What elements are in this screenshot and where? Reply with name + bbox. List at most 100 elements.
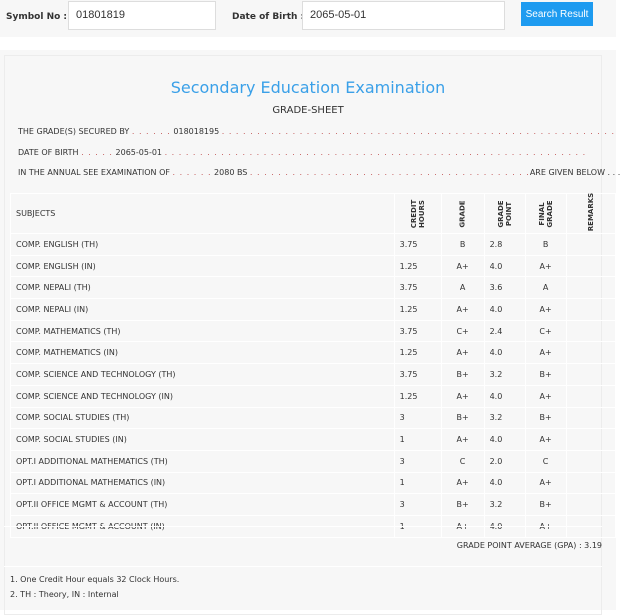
- cell-grade: B+: [440, 406, 485, 430]
- dob-line-value: 2065-05-01: [115, 148, 163, 157]
- cell-final-grade: A+: [524, 298, 567, 321]
- dob-input[interactable]: 2065-05-01: [302, 1, 505, 30]
- cell-grade-point: 4.0: [483, 428, 526, 451]
- table-row: COMP. SOCIAL STUDIES (TH) 3 B+ 3.2 B+: [10, 406, 617, 430]
- cell-credit-hours: 3: [393, 406, 442, 430]
- cell-remarks: [565, 276, 617, 300]
- cell-final-grade: C: [524, 449, 567, 473]
- cell-grade: B+: [440, 363, 485, 386]
- cell-credit-hours: 3: [393, 449, 442, 473]
- header-final-grade: FINAL GRADE: [537, 199, 554, 228]
- cell-grade-point: 4.0: [483, 254, 526, 278]
- table-header: SUBJECTS CREDIT HOURS GRADE GRADE POINT …: [10, 192, 617, 234]
- cell-subject: COMP. SOCIAL STUDIES (IN): [10, 428, 395, 451]
- secured-value: 018018195: [173, 127, 220, 136]
- symbol-label: Symbol No :: [6, 12, 68, 22]
- header-credit-hours: CREDIT HOURS: [409, 199, 426, 228]
- cell-remarks: [565, 233, 617, 256]
- cell-remarks: [565, 319, 617, 343]
- cell-final-grade: B+: [524, 493, 567, 516]
- cell-grade-point: 4.0: [483, 384, 526, 408]
- cell-credit-hours: 3.75: [393, 276, 442, 300]
- cell-grade: A+: [440, 428, 485, 451]
- table-row: OPT.I ADDITIONAL MATHEMATICS (TH) 3 C 2.0 C: [10, 449, 617, 473]
- cell-remarks: [565, 298, 617, 321]
- dob-line: DATE OF BIRTH . . . . . 2065-05-01 . . .…: [18, 148, 587, 157]
- cell-final-grade: A+: [524, 384, 567, 408]
- cell-subject: OPT.I ADDITIONAL MATHEMATICS (TH): [10, 449, 395, 473]
- table-row: COMP. SOCIAL STUDIES (IN) 1 A+ 4.0 A+: [10, 428, 617, 451]
- cell-grade-point: 2.0: [483, 449, 526, 473]
- note: 1. One Credit Hour equals 32 Clock Hours…: [10, 575, 180, 584]
- cell-grade: A: [440, 276, 485, 300]
- cell-remarks: [565, 471, 617, 495]
- cell-remarks: [565, 406, 617, 430]
- table-row: COMP. ENGLISH (IN) 1.25 A+ 4.0 A+: [10, 254, 617, 278]
- table-row: OPT.I ADDITIONAL MATHEMATICS (IN) 1 A+ 4.0 A…: [10, 471, 617, 495]
- cell-subject: COMP. MATHEMATICS (TH): [10, 319, 395, 343]
- cell-grade: A+: [440, 341, 485, 365]
- cell-subject: COMP. ENGLISH (IN): [10, 254, 395, 278]
- cell-credit-hours: 1.25: [393, 341, 442, 365]
- cell-grade: B+: [440, 493, 485, 516]
- cell-grade-point: 3.6: [483, 276, 526, 300]
- cell-subject: COMP. SCIENCE AND TECHNOLOGY (IN): [10, 384, 395, 408]
- cell-subject: COMP. SCIENCE AND TECHNOLOGY (TH): [10, 363, 395, 386]
- cell-final-grade: A: [524, 276, 567, 300]
- note: 2. TH : Theory, IN : Internal: [10, 590, 119, 599]
- cell-grade-point: 3.2: [483, 493, 526, 516]
- exam-value: 2080 BS: [214, 168, 248, 177]
- cell-grade-point: 4.0: [483, 298, 526, 321]
- header-grade: GRADE: [458, 200, 467, 228]
- table-row: COMP. ENGLISH (TH) 3.75 B 2.8 B: [10, 233, 617, 256]
- cell-final-grade: C+: [524, 319, 567, 343]
- cell-grade-point: 2.8: [483, 233, 526, 256]
- gpa: GRADE POINT AVERAGE (GPA) : 3.19: [456, 541, 602, 550]
- cell-credit-hours: 1.25: [393, 298, 442, 321]
- cell-credit-hours: 1.25: [393, 254, 442, 278]
- cell-credit-hours: 1: [393, 471, 442, 495]
- cell-subject: OPT.I ADDITIONAL MATHEMATICS (IN): [10, 471, 395, 495]
- cell-grade: A+: [440, 254, 485, 278]
- cell-remarks: [565, 428, 617, 451]
- cell-credit-hours: 3.75: [393, 233, 442, 256]
- table-row: COMP. MATHEMATICS (TH) 3.75 C+ 2.4 C+: [10, 319, 617, 343]
- symbol-input[interactable]: 01801819: [68, 1, 216, 30]
- cell-remarks: [565, 363, 617, 386]
- cell-remarks: [565, 341, 617, 365]
- exam-label: IN THE ANNUAL SEE EXAMINATION OF: [18, 168, 170, 177]
- grade-sheet-heading: GRADE-SHEET: [272, 105, 344, 116]
- cell-subject: COMP. NEPALI (TH): [10, 276, 395, 300]
- cell-remarks: [565, 254, 617, 278]
- grades-table: SUBJECTS CREDIT HOURS GRADE GRADE POINT …: [10, 192, 617, 538]
- cell-credit-hours: 1: [393, 428, 442, 451]
- secured-by-line: THE GRADE(S) SECURED BY . . . . . . 0180…: [18, 127, 616, 136]
- cell-credit-hours: 3.75: [393, 319, 442, 343]
- cell-credit-hours: 3: [393, 493, 442, 516]
- exam-line: IN THE ANNUAL SEE EXAMINATION OF . . . .…: [18, 168, 621, 177]
- cell-subject: COMP. SOCIAL STUDIES (TH): [10, 406, 395, 430]
- search-result-button[interactable]: Search Result: [521, 2, 593, 26]
- header-remarks: REMARKS: [586, 192, 595, 232]
- cell-grade-point: 2.4: [483, 319, 526, 343]
- cell-subject: OPT.II OFFICE MGMT & ACCOUNT (TH): [10, 493, 395, 516]
- dob-line-label: DATE OF BIRTH: [18, 148, 79, 157]
- secured-label: THE GRADE(S) SECURED BY: [18, 127, 130, 136]
- cell-final-grade: A+: [524, 428, 567, 451]
- table-row: COMP. MATHEMATICS (IN) 1.25 A+ 4.0 A+: [10, 341, 617, 365]
- cell-final-grade: A+: [524, 254, 567, 278]
- exam-suffix: ARE GIVEN BELOW . . .: [529, 168, 621, 177]
- cell-subject: COMP. ENGLISH (TH): [10, 233, 395, 256]
- cell-grade-point: 3.2: [483, 363, 526, 386]
- header-subjects: SUBJECTS: [10, 193, 395, 234]
- table-row: COMP. NEPALI (IN) 1.25 A+ 4.0 A+: [10, 298, 617, 321]
- cell-credit-hours: 1.25: [393, 384, 442, 408]
- exam-title: Secondary Education Examination: [170, 78, 446, 97]
- cell-final-grade: A+: [524, 341, 567, 365]
- cell-remarks: [565, 493, 617, 516]
- cell-grade: C: [440, 449, 485, 473]
- cell-remarks: [565, 449, 617, 473]
- cell-final-grade: B+: [524, 406, 567, 430]
- header-grade-point: GRADE POINT: [496, 199, 513, 228]
- search-form: Symbol No : 01801819 Date of Birth : 206…: [0, 0, 616, 37]
